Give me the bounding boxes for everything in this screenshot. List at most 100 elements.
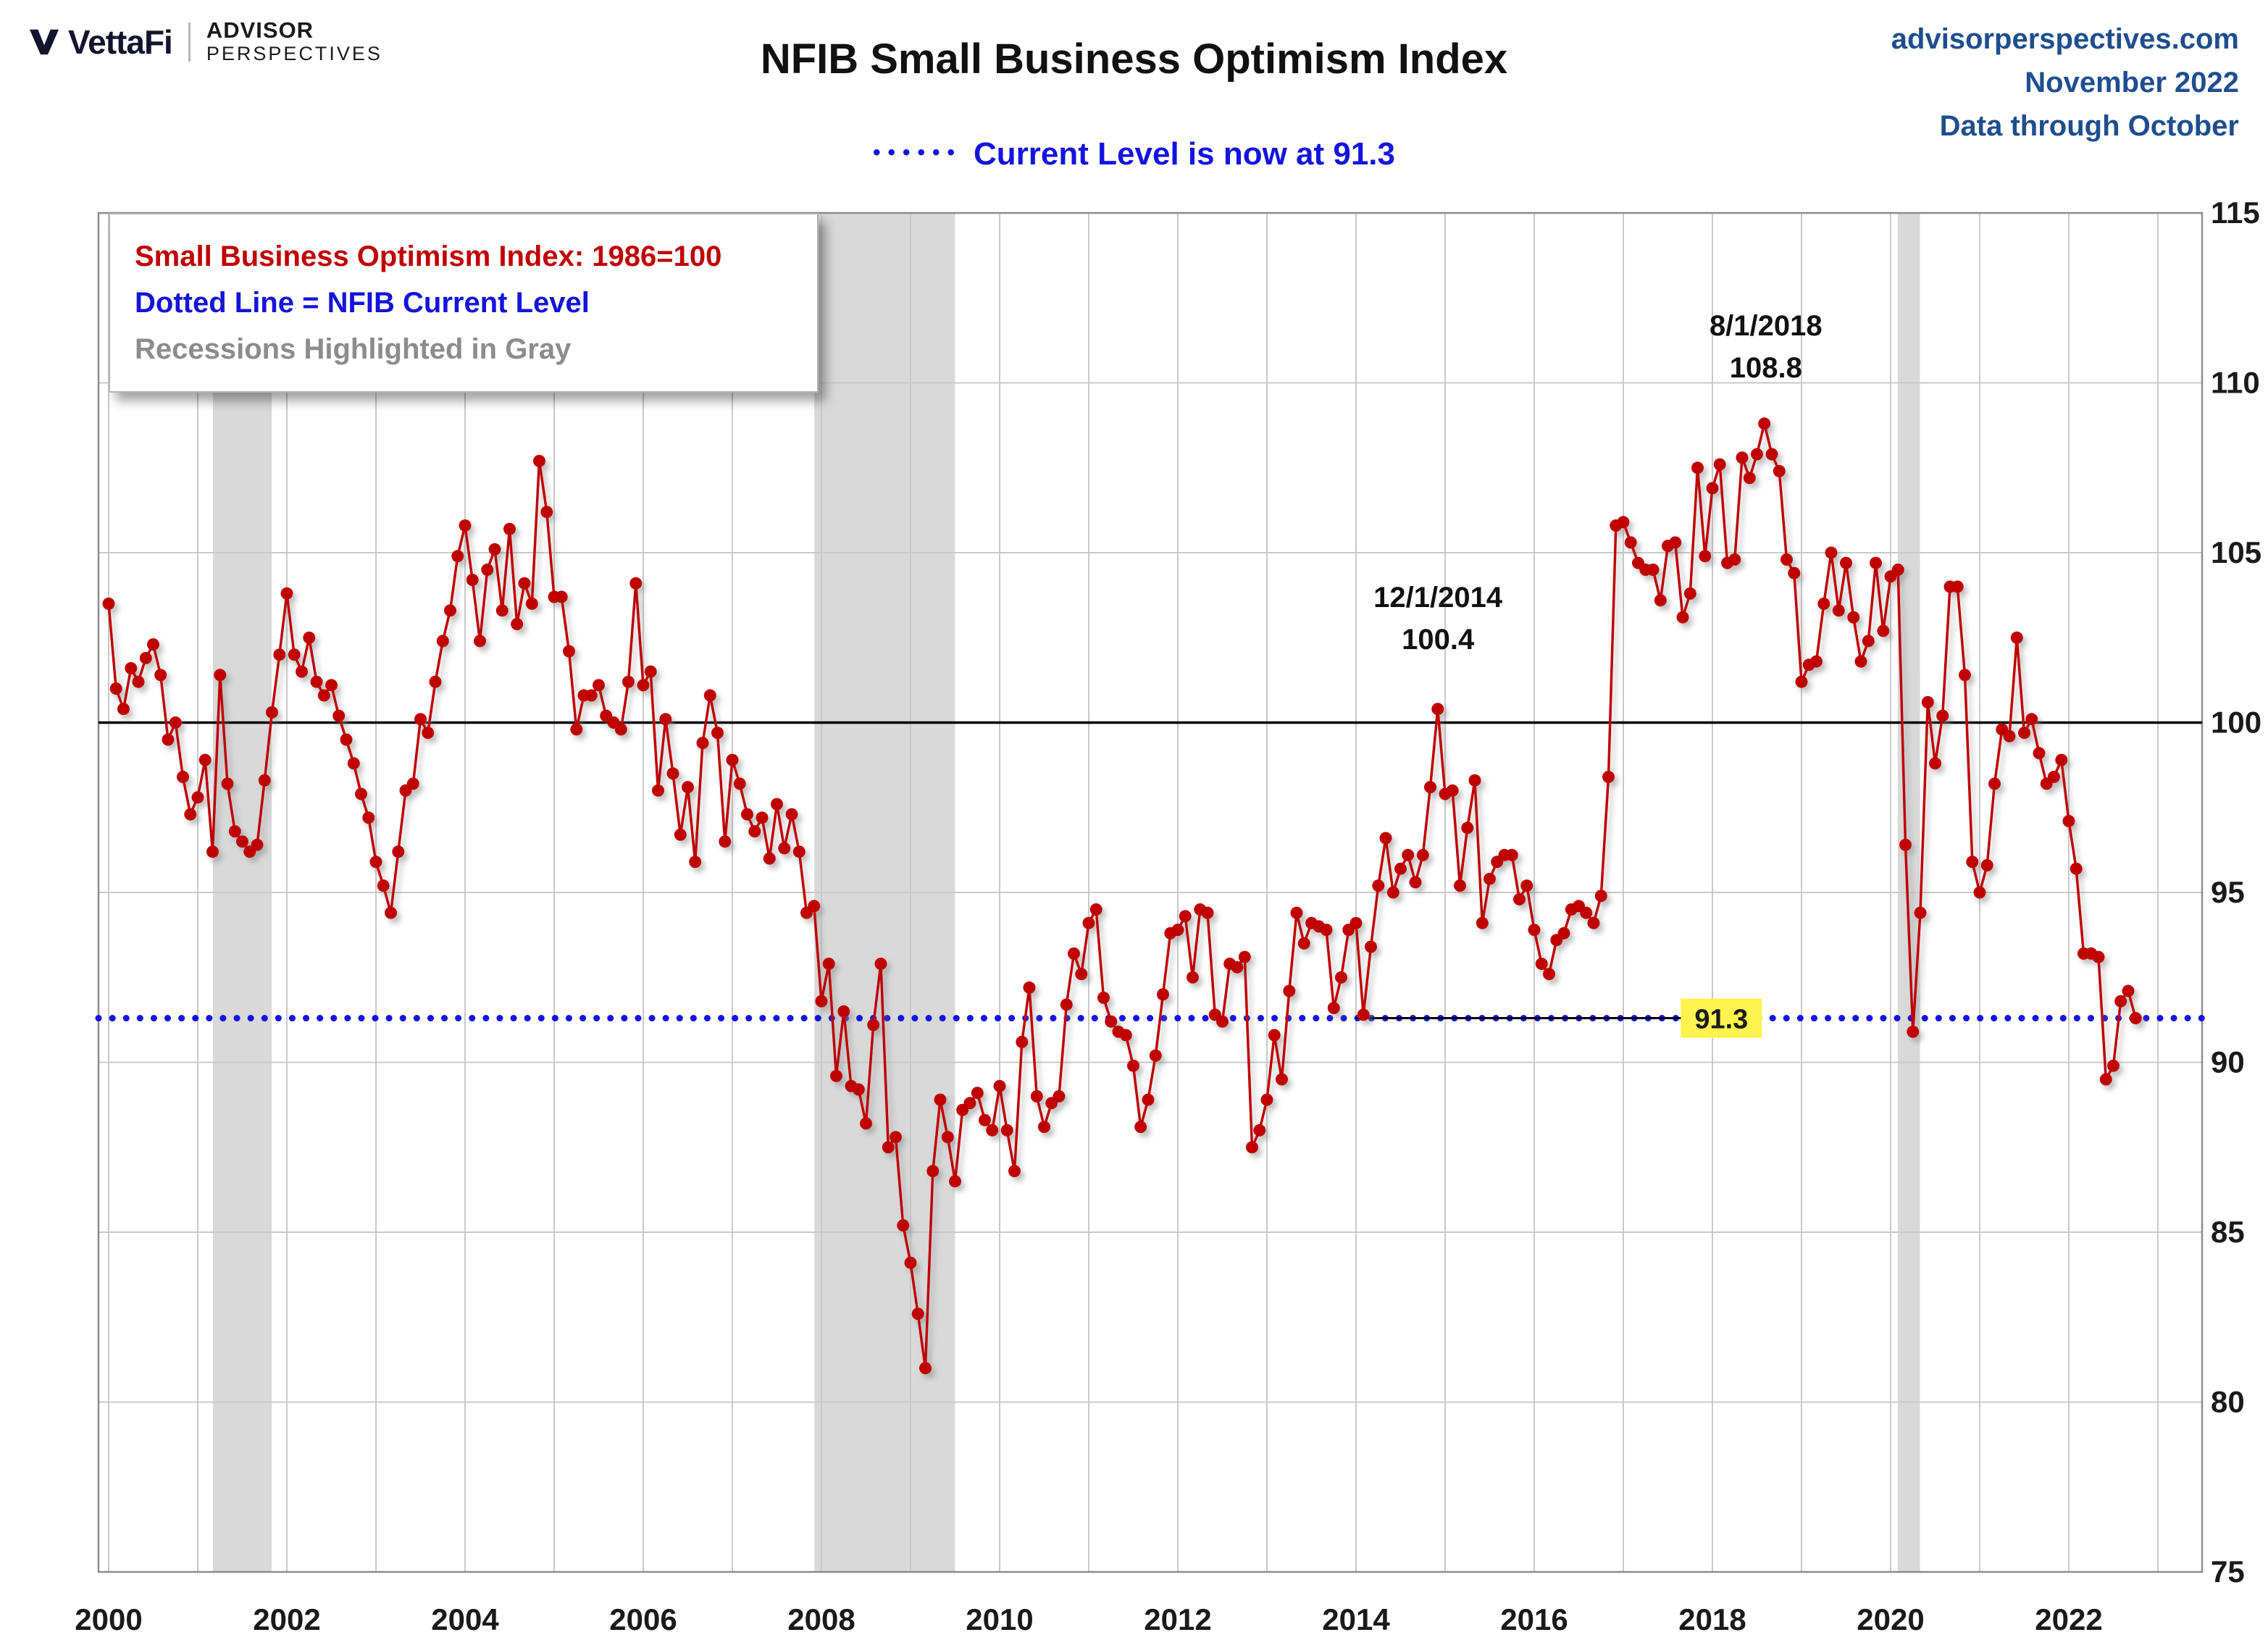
vettafi-wordmark: VettaFi: [68, 22, 173, 61]
data-point: [2070, 862, 2083, 875]
data-point: [1127, 1059, 1139, 1072]
data-point: [340, 733, 353, 746]
annotation-date: 8/1/2018: [1710, 310, 1823, 342]
legend-series-label: Small Business Optimism Index: 1986=100: [135, 240, 722, 272]
x-tick-label: 2000: [75, 1602, 142, 1636]
data-point: [540, 506, 553, 519]
data-point: [2033, 747, 2046, 760]
data-point: [897, 1219, 910, 1232]
data-point: [874, 958, 887, 970]
data-point: [525, 597, 538, 610]
data-point: [696, 737, 709, 750]
data-point: [1335, 971, 1347, 984]
data-point: [1187, 971, 1199, 984]
data-point: [1691, 461, 1704, 474]
data-point: [1751, 448, 1763, 461]
dotted-line-icon: ••••••: [873, 141, 963, 164]
legend-current-level-label: Dotted Line = NFIB Current Level: [135, 287, 590, 319]
data-point: [258, 774, 271, 787]
perspectives-label: PERSPECTIVES: [206, 42, 382, 64]
data-point: [703, 689, 716, 702]
data-point: [184, 808, 197, 821]
y-tick-label: 75: [2211, 1555, 2245, 1589]
data-point: [1365, 940, 1377, 953]
data-point: [1053, 1089, 1066, 1103]
data-point: [726, 753, 739, 766]
data-point: [147, 638, 159, 651]
data-point: [518, 577, 531, 590]
data-point: [1921, 695, 1934, 708]
data-point: [1409, 876, 1422, 889]
y-tick-label: 105: [2211, 535, 2261, 569]
plot-border: [97, 212, 2204, 1573]
data-point: [1327, 1002, 1340, 1014]
source-date: November 2022: [2025, 67, 2239, 99]
data-point: [1134, 1121, 1147, 1134]
data-point: [1795, 675, 1808, 688]
data-point: [1959, 669, 1971, 682]
data-point: [1580, 906, 1593, 919]
data-point: [251, 838, 264, 851]
data-point: [1484, 872, 1496, 885]
data-point: [1980, 859, 1993, 871]
data-point: [689, 856, 702, 869]
data-point: [1847, 611, 1860, 624]
data-point: [198, 753, 212, 766]
data-point: [563, 645, 575, 658]
data-point: [585, 689, 598, 702]
data-point: [355, 787, 367, 800]
data-point: [1089, 903, 1102, 916]
data-point: [733, 777, 746, 790]
data-point: [1877, 624, 1890, 637]
data-point: [1260, 1093, 1273, 1106]
source-site: advisorperspectives.com: [1891, 23, 2239, 55]
x-axis-labels: 2000 2002 2004 2006 2008 2010 2012 2014 2016 2018…: [75, 1602, 2102, 1636]
data-point: [1201, 906, 1214, 919]
data-point: [474, 635, 486, 648]
data-point: [1676, 611, 1689, 624]
data-point: [1870, 556, 1882, 569]
data-point: [1617, 516, 1630, 529]
data-point: [369, 856, 382, 869]
data-point: [711, 727, 724, 740]
data-point: [1394, 862, 1407, 875]
data-point: [1505, 848, 1518, 861]
x-tick-label: 2020: [1857, 1602, 1924, 1636]
data-point: [1788, 566, 1801, 580]
data-point: [1290, 906, 1303, 919]
data-point: [1008, 1165, 1021, 1178]
x-tick-label: 2012: [1144, 1602, 1211, 1636]
data-point: [221, 777, 234, 790]
y-tick-label: 110: [2211, 366, 2260, 400]
data-point: [1097, 991, 1110, 1004]
data-point: [1119, 1029, 1132, 1042]
data-point: [414, 713, 427, 726]
gridlines: [99, 212, 2202, 1573]
data-point: [429, 675, 442, 688]
data-point: [2048, 771, 2060, 783]
data-point: [266, 706, 278, 719]
series-optimism-index: [102, 417, 2142, 1375]
data-point: [1372, 879, 1385, 892]
data-point: [2025, 713, 2038, 726]
data-point: [310, 675, 323, 688]
data-point: [637, 679, 650, 692]
data-point: [682, 781, 694, 794]
data-point: [756, 811, 769, 824]
data-point: [125, 662, 138, 674]
data-point: [785, 808, 798, 821]
chart-title: NFIB Small Business Optimism Index: [760, 35, 1508, 83]
y-tick-label: 90: [2211, 1045, 2245, 1079]
data-point: [1105, 1015, 1118, 1028]
data-point: [1216, 1015, 1229, 1028]
x-tick-label: 2004: [431, 1602, 499, 1636]
data-point: [1854, 655, 1867, 668]
y-tick-label: 85: [2211, 1215, 2245, 1249]
data-point: [1082, 916, 1095, 929]
data-point: [1149, 1049, 1162, 1062]
data-point: [808, 900, 821, 913]
current-level-subtitle: Current Level is now at 91.3: [974, 136, 1395, 172]
data-point: [1914, 906, 1927, 919]
data-point: [228, 825, 241, 838]
data-point: [495, 604, 509, 617]
